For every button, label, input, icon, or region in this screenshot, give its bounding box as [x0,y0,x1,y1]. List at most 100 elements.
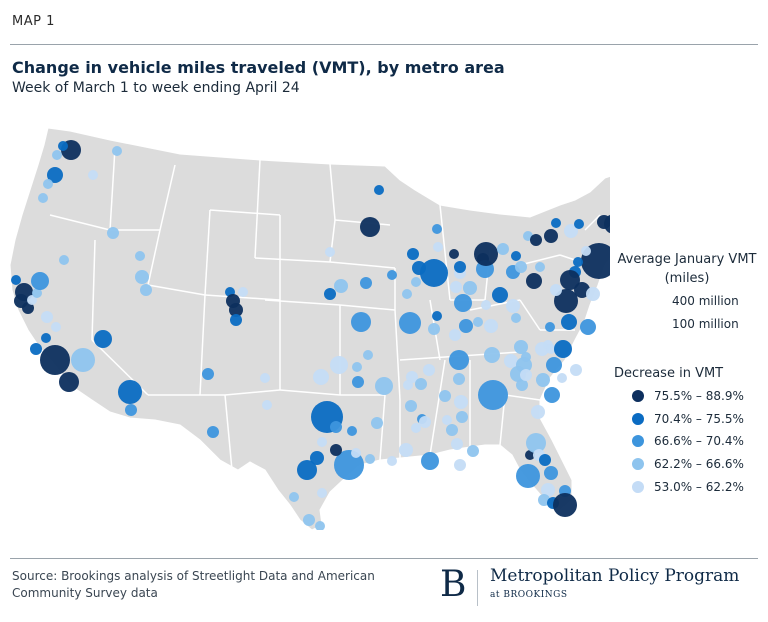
legend-row-2: 70.4% – 75.5% [632,410,744,428]
metro-dot [420,259,448,287]
metro-dot [535,262,545,272]
metro-dot [516,379,528,391]
source-note: Source: Brookings analysis of Streetligh… [12,569,375,600]
metro-dot [88,170,98,180]
metro-dot [580,319,596,335]
map-kicker: MAP 1 [12,14,55,29]
metro-dot [405,400,417,412]
program-name: Metropolitan Policy Program [490,566,740,586]
metro-dot [557,373,567,383]
metro-dot [506,299,520,313]
size-legend-title: Average January VMT (miles) [617,252,757,286]
metro-dot [570,364,582,376]
legend-row-5: 53.0% – 62.2% [632,478,744,496]
metro-dot [112,146,122,156]
metro-dot [347,426,357,436]
metro-dot [535,342,549,356]
metro-dot [360,277,372,289]
metro-dot [516,357,532,373]
metro-dot [403,380,413,390]
metro-dot [604,214,610,234]
legend-swatch [632,435,644,447]
metro-dot [525,450,535,460]
metro-dot [51,322,61,332]
program-subtitle: at BROOKINGS [490,590,568,600]
metro-dot [511,313,521,323]
metro-dot [27,295,37,305]
metro-dot [484,319,498,333]
metro-dot [140,284,152,296]
metro-dot [315,521,325,530]
metro-dots [11,140,610,530]
metro-dot [360,217,380,237]
state-border-line [49,214,111,231]
state-border-line [254,159,261,259]
metro-dot [330,444,342,456]
state-border-line [394,309,401,401]
metro-dot [324,288,336,300]
state-border-line [279,389,341,396]
metro-dot [544,229,558,243]
metro-dot [456,411,468,423]
state-border-line [109,147,116,231]
legend-row-1: 75.5% – 88.9% [632,387,744,405]
metro-dot [478,380,508,410]
metro-dot [546,344,556,354]
metro-dot [118,380,142,404]
state-border-line [429,359,446,456]
metro-dot [202,368,214,380]
state-border-line [91,239,96,341]
metro-dot [59,372,79,392]
metro-dot [463,281,477,295]
metro-dot [586,287,600,301]
metro-dot [504,354,518,368]
metro-dot [399,443,413,457]
metro-dot [375,377,393,395]
metro-dot [30,343,42,355]
metro-dot [415,378,427,390]
metro-dot [554,289,578,313]
metro-dot [351,448,361,458]
legend-swatch [632,390,644,402]
size-legend-large-label: 400 million [672,294,739,308]
metro-dot [135,251,145,261]
top-divider [10,44,758,45]
state-border-line [204,209,211,296]
metro-dot [351,312,371,332]
metro-dot [473,317,483,327]
metro-dot [450,281,462,293]
metro-dot [546,357,562,373]
metro-dot [330,356,348,374]
metro-dot [541,483,555,497]
metro-dot [474,242,498,266]
metro-dot [526,433,546,453]
metro-dot [334,279,348,293]
metro-dot [574,219,584,229]
state-border-line [209,209,281,216]
metro-dot [551,218,561,228]
page-title: Change in vehicle miles traveled (VMT), … [12,58,505,77]
metro-dot [536,373,550,387]
metro-dot [411,277,421,287]
metro-dot [32,288,42,298]
metro-dot [544,466,558,480]
state-border-line [204,294,281,301]
metro-dot [554,340,572,358]
legend-swatch [632,413,644,425]
state-border-line [439,204,451,301]
legend-swatch [632,481,644,493]
metro-dot [52,150,62,160]
metro-dot [260,373,270,383]
metro-dot [564,224,578,238]
metro-dot [451,438,463,450]
state-border-line [159,164,176,231]
metro-dot [71,348,95,372]
metro-dot [387,456,397,466]
metro-dot [453,373,465,385]
us-metro-map [9,127,610,530]
bottom-divider [10,558,758,559]
metro-dot [330,421,342,433]
metro-dot [262,400,272,410]
metro-dot [387,270,397,280]
state-border-line [329,261,396,269]
